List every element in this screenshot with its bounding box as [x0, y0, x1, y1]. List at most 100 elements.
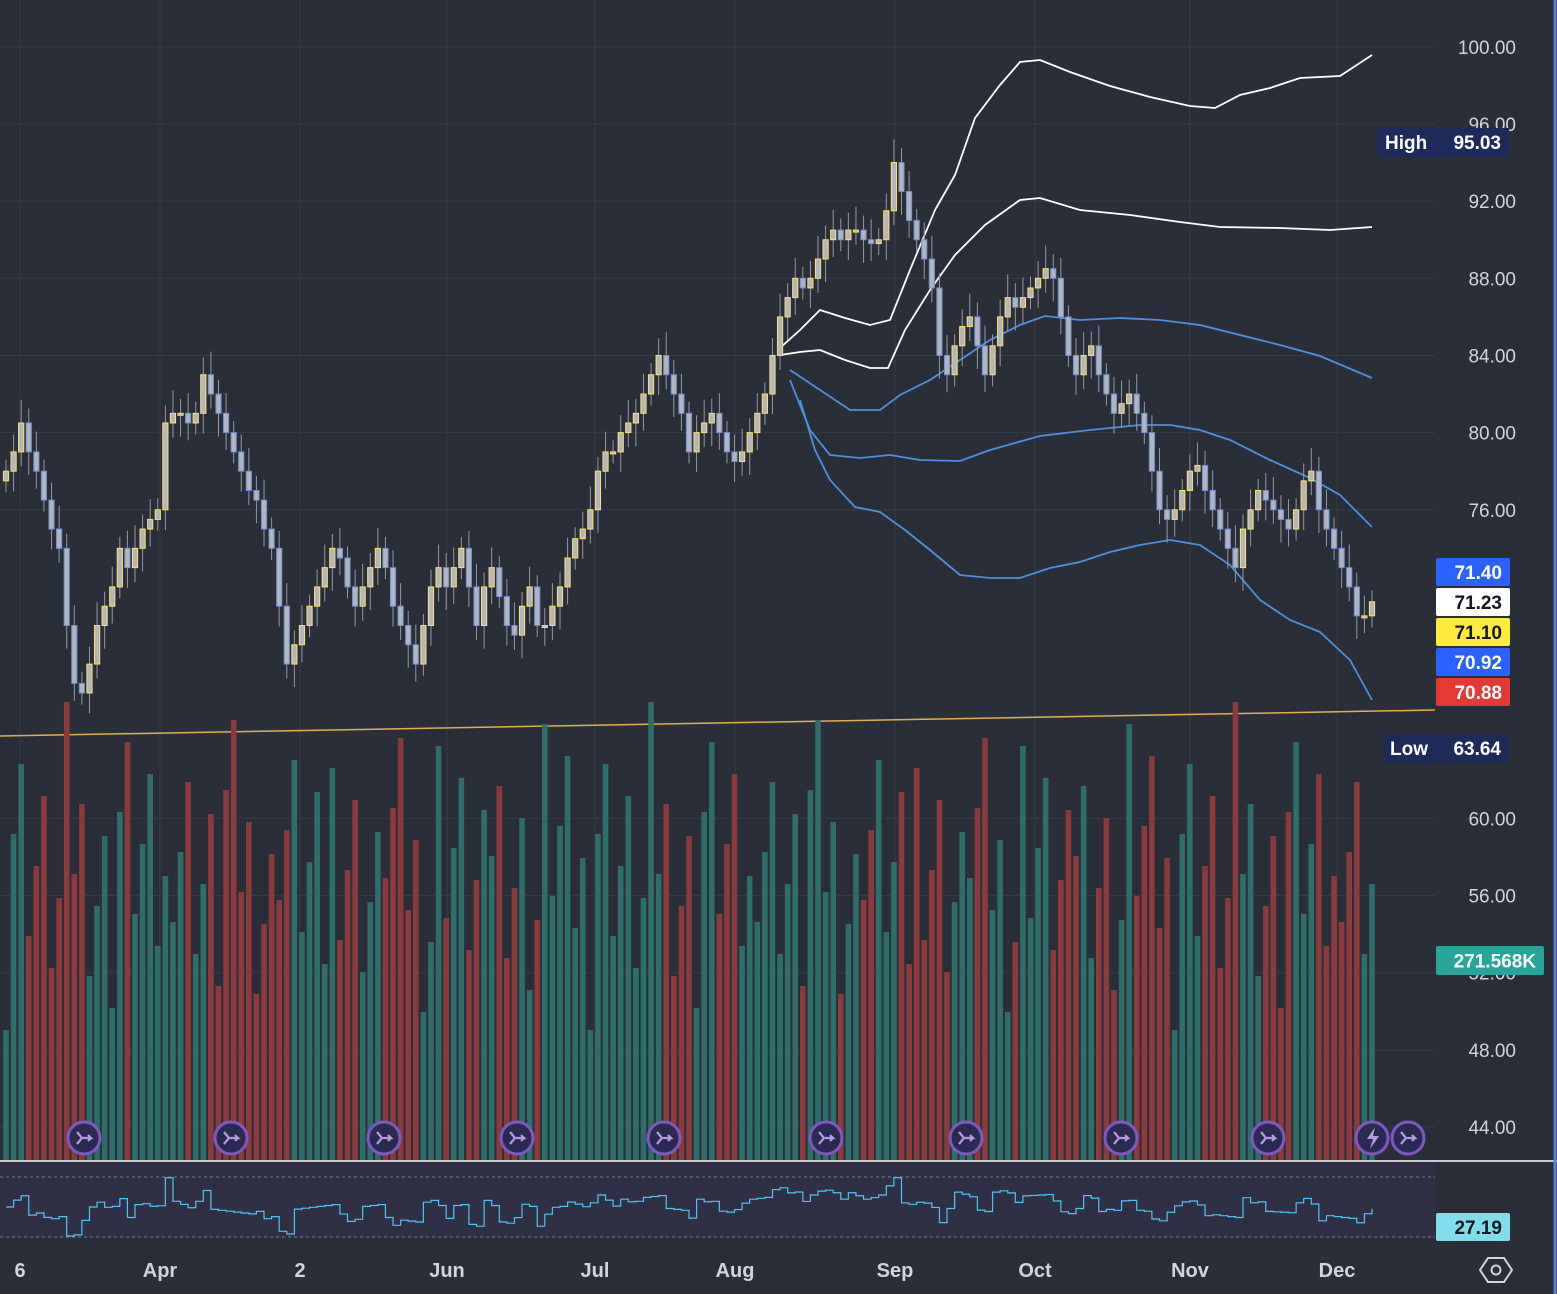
volume-bar	[162, 876, 169, 1160]
price-tick-label: 100.00	[1458, 38, 1516, 59]
candle-body	[1034, 277, 1042, 289]
volume-bar	[982, 738, 988, 1160]
price-tag-bg	[1436, 588, 1510, 616]
candle-body	[1141, 412, 1148, 434]
volume-bar	[800, 986, 806, 1160]
volume-bar	[185, 782, 191, 1160]
lightning-icon	[1354, 1120, 1390, 1156]
candle-body	[579, 528, 586, 540]
price-tags: High 95.03 Low 63.64 71.40 71.23 71.10 70.92 70.…	[1377, 0, 1557, 1294]
oscillator-tag-bg	[1436, 1213, 1510, 1241]
event-arrow-icon	[646, 1120, 682, 1156]
volume-bar	[1020, 746, 1026, 1160]
volume-bar	[1255, 976, 1261, 1160]
high-label-name: High	[1385, 133, 1427, 154]
candle-body	[784, 297, 791, 318]
candle-body	[124, 547, 131, 569]
candle-body	[807, 277, 814, 289]
candle-body	[25, 422, 32, 453]
event-arrow-icon	[366, 1120, 402, 1156]
volume-bar	[177, 852, 184, 1160]
volume-bar	[261, 924, 267, 1160]
time-tick-label: Sep	[877, 1260, 914, 1282]
candle-body	[921, 239, 928, 260]
time-tick-label: Apr	[143, 1260, 178, 1282]
volume-bar	[1050, 950, 1057, 1160]
volume-bar	[1126, 724, 1132, 1160]
time-axis[interactable]: 6 Apr 2 Jun Jul Aug Sep Oct Nov Dec	[14, 1257, 1514, 1283]
volume-bar	[253, 994, 260, 1160]
candle-body	[852, 229, 860, 233]
candle-body	[192, 412, 199, 424]
candle-body	[587, 509, 594, 530]
volume-bar	[33, 866, 40, 1160]
volume-bar	[86, 976, 93, 1160]
event-markers[interactable]	[66, 1120, 1426, 1156]
event-arrow-icon-glyph	[958, 1131, 976, 1145]
event-arrow-icon	[66, 1120, 102, 1156]
time-tick-label: Aug	[716, 1260, 755, 1282]
volume-bar	[299, 932, 305, 1160]
candle-body	[298, 625, 306, 646]
volume-bar	[633, 968, 639, 1160]
candle-body	[1057, 277, 1064, 318]
volume-bar	[192, 954, 199, 1160]
volume-bar	[746, 876, 753, 1160]
candle-body	[306, 605, 313, 627]
volume-bar	[18, 764, 24, 1160]
volume-bar	[1278, 1008, 1284, 1160]
volume-bar	[526, 990, 533, 1160]
volume-bar	[1209, 796, 1216, 1160]
candle-body	[473, 586, 480, 627]
candle-body	[746, 432, 753, 453]
volume-bar	[291, 760, 298, 1160]
candle-body	[1209, 489, 1216, 511]
volume-bar	[754, 922, 761, 1160]
candle-body	[731, 451, 738, 463]
gear-icon[interactable]	[1478, 1257, 1514, 1283]
candle-body	[450, 567, 457, 588]
candle-body	[1262, 489, 1269, 501]
price-tag: 71.10	[1454, 623, 1502, 644]
candle-body	[769, 354, 776, 395]
volume-bar	[154, 946, 161, 1160]
candle-body	[1110, 393, 1118, 414]
volume-bar	[1103, 818, 1110, 1160]
volume-bar	[390, 808, 396, 1160]
price-tag: 70.88	[1454, 683, 1502, 704]
volume-bar	[572, 928, 578, 1160]
candlesticks[interactable]	[2, 139, 1376, 714]
candle-body	[868, 239, 875, 245]
volume-bar	[352, 800, 358, 1160]
candle-body	[541, 625, 548, 628]
price-tag: 70.92	[1454, 653, 1502, 674]
volume-bar	[966, 878, 973, 1160]
candle-body	[1042, 268, 1049, 279]
candle-body	[761, 393, 768, 414]
volume-bar	[1225, 898, 1231, 1160]
candle-body	[814, 258, 822, 279]
volume-bar	[466, 950, 472, 1160]
candle-body	[71, 625, 78, 684]
volume-bar	[1080, 786, 1087, 1160]
candle-body	[435, 567, 442, 588]
candle-body	[799, 277, 806, 289]
candle-body	[1080, 354, 1087, 376]
candle-body	[488, 567, 495, 588]
volume-bar	[534, 920, 541, 1160]
volume-bar	[1361, 954, 1368, 1160]
event-arrow-icon-glyph	[1260, 1131, 1278, 1145]
volume-bar	[610, 936, 616, 1160]
volume-bar	[1133, 896, 1140, 1160]
candle-body	[617, 432, 624, 453]
volume-bar	[655, 874, 662, 1160]
candle-body	[1126, 393, 1133, 405]
inner-band-mid	[789, 379, 1373, 528]
candle-body	[822, 239, 829, 260]
support-trendline[interactable]	[0, 709, 1436, 737]
candle-body	[1179, 489, 1186, 511]
event-arrow-icon	[1390, 1120, 1426, 1156]
volume-bar	[1065, 810, 1072, 1160]
candle-body	[913, 219, 920, 241]
